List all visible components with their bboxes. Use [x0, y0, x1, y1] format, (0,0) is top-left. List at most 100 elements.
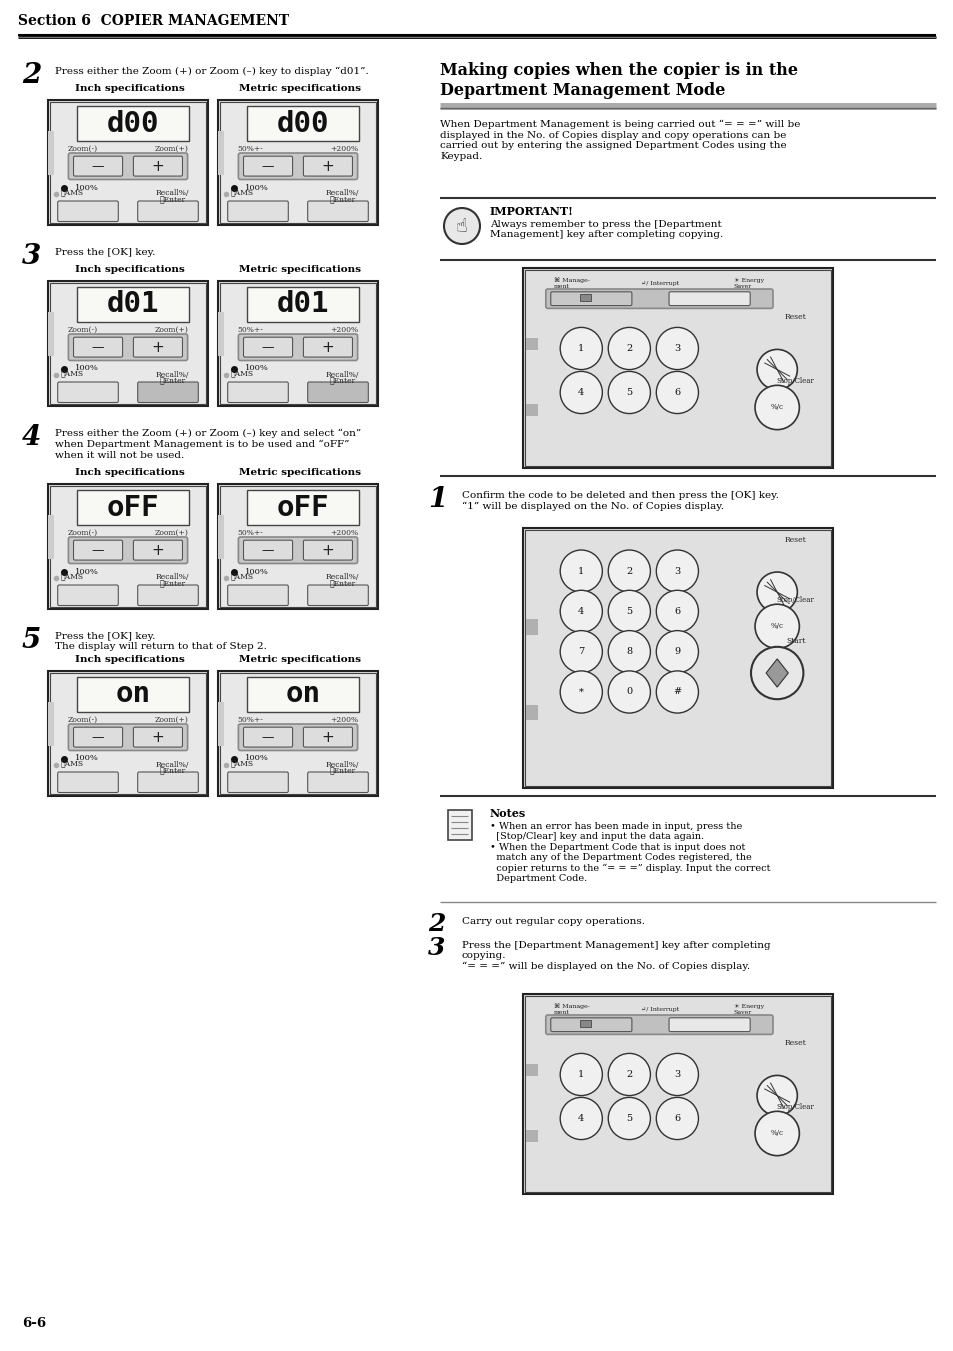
Text: 4: 4 — [578, 388, 584, 397]
Text: Press the [OK] key.
The display will return to that of Step 2.: Press the [OK] key. The display will ret… — [55, 632, 267, 651]
Text: Press the [Department Management] key after completing
copying.
“= = =” will be : Press the [Department Management] key af… — [461, 942, 770, 971]
Circle shape — [757, 350, 797, 389]
Text: 50%+-: 50%+- — [237, 326, 263, 334]
Text: 100%: 100% — [245, 365, 269, 373]
Text: 5: 5 — [625, 1115, 632, 1123]
Text: 50%+-: 50%+- — [237, 716, 263, 724]
FancyBboxPatch shape — [48, 484, 208, 609]
Text: 3: 3 — [674, 345, 679, 353]
Text: Zoom(+): Zoom(+) — [154, 145, 189, 153]
FancyBboxPatch shape — [303, 540, 352, 561]
Text: ☝: ☝ — [456, 216, 468, 235]
FancyBboxPatch shape — [525, 1065, 537, 1075]
Text: 1: 1 — [578, 566, 584, 576]
Text: 8: 8 — [625, 647, 632, 657]
Text: 3: 3 — [22, 243, 41, 270]
Circle shape — [656, 327, 698, 370]
Circle shape — [608, 671, 650, 713]
Circle shape — [559, 327, 601, 370]
Text: Zoom(+): Zoom(+) — [154, 326, 189, 334]
Text: Press either the Zoom (+) or Zoom (–) key to display “d01”.: Press either the Zoom (+) or Zoom (–) ke… — [55, 68, 369, 76]
Text: +: + — [152, 339, 164, 355]
FancyBboxPatch shape — [308, 585, 368, 605]
FancyBboxPatch shape — [73, 338, 122, 357]
FancyBboxPatch shape — [238, 724, 357, 751]
Text: ☒AMS: ☒AMS — [61, 370, 84, 378]
Text: Start: Start — [785, 636, 804, 644]
Text: Zoom(+): Zoom(+) — [154, 530, 189, 536]
FancyBboxPatch shape — [228, 201, 288, 222]
Text: Inch specifications: Inch specifications — [75, 265, 185, 274]
Text: 5: 5 — [625, 607, 632, 616]
FancyBboxPatch shape — [218, 100, 377, 226]
FancyBboxPatch shape — [668, 292, 749, 305]
FancyBboxPatch shape — [545, 289, 772, 308]
FancyBboxPatch shape — [137, 585, 198, 605]
Text: Stop/Clear: Stop/Clear — [776, 596, 814, 604]
FancyBboxPatch shape — [218, 312, 224, 357]
Text: 1: 1 — [428, 486, 447, 513]
Text: Carry out regular copy operations.: Carry out regular copy operations. — [461, 917, 644, 925]
FancyBboxPatch shape — [524, 530, 830, 786]
FancyBboxPatch shape — [218, 131, 224, 176]
Text: Zoom(-): Zoom(-) — [67, 145, 97, 153]
FancyBboxPatch shape — [303, 727, 352, 747]
FancyBboxPatch shape — [48, 312, 54, 357]
Circle shape — [559, 590, 601, 632]
FancyBboxPatch shape — [550, 292, 631, 305]
Text: Inch specifications: Inch specifications — [75, 84, 185, 93]
FancyBboxPatch shape — [77, 490, 189, 526]
Text: %/c: %/c — [770, 404, 782, 412]
Text: 6: 6 — [674, 1115, 679, 1123]
FancyBboxPatch shape — [228, 771, 288, 793]
FancyBboxPatch shape — [220, 486, 375, 607]
FancyBboxPatch shape — [238, 153, 357, 180]
FancyBboxPatch shape — [448, 811, 472, 840]
Circle shape — [757, 571, 797, 612]
Text: %/c: %/c — [770, 1129, 782, 1138]
Text: %/c: %/c — [770, 623, 782, 631]
FancyBboxPatch shape — [133, 540, 182, 561]
Circle shape — [754, 604, 799, 648]
FancyBboxPatch shape — [247, 105, 358, 141]
Text: Metric specifications: Metric specifications — [239, 655, 360, 663]
Text: Reset: Reset — [784, 1039, 806, 1047]
Text: Notes: Notes — [490, 808, 526, 819]
FancyBboxPatch shape — [218, 484, 377, 609]
Text: Press either the Zoom (+) or Zoom (–) key and select “on”
when Department Manage: Press either the Zoom (+) or Zoom (–) ke… — [55, 430, 361, 459]
Text: —: — — [91, 159, 104, 173]
FancyBboxPatch shape — [525, 338, 537, 350]
Text: ☒AMS: ☒AMS — [231, 761, 253, 769]
FancyBboxPatch shape — [550, 1017, 631, 1032]
FancyBboxPatch shape — [220, 101, 375, 223]
Text: Recall%/: Recall%/ — [326, 574, 359, 581]
Text: Zoom(-): Zoom(-) — [67, 326, 97, 334]
FancyBboxPatch shape — [525, 1129, 537, 1142]
FancyBboxPatch shape — [522, 528, 832, 788]
FancyBboxPatch shape — [228, 585, 288, 605]
FancyBboxPatch shape — [48, 515, 54, 559]
FancyBboxPatch shape — [308, 201, 368, 222]
Text: Section 6  COPIER MANAGEMENT: Section 6 COPIER MANAGEMENT — [18, 14, 289, 28]
Text: Reset: Reset — [784, 313, 806, 322]
Text: d00: d00 — [276, 109, 329, 138]
FancyBboxPatch shape — [243, 727, 293, 747]
Text: Press the [OK] key.: Press the [OK] key. — [55, 249, 155, 257]
FancyBboxPatch shape — [133, 157, 182, 176]
FancyBboxPatch shape — [228, 382, 288, 403]
Text: Zoom(-): Zoom(-) — [67, 530, 97, 536]
FancyBboxPatch shape — [525, 404, 537, 416]
FancyBboxPatch shape — [133, 727, 182, 747]
Text: 1: 1 — [578, 1070, 584, 1079]
Text: Metric specifications: Metric specifications — [239, 84, 360, 93]
Text: on: on — [285, 681, 320, 708]
Text: 6: 6 — [674, 388, 679, 397]
Text: ☒AMS: ☒AMS — [61, 761, 84, 769]
FancyBboxPatch shape — [308, 382, 368, 403]
Text: 7: 7 — [578, 647, 584, 657]
Text: Making copies when the copier is in the: Making copies when the copier is in the — [439, 62, 797, 78]
FancyBboxPatch shape — [48, 281, 208, 407]
Circle shape — [754, 385, 799, 430]
FancyBboxPatch shape — [303, 157, 352, 176]
Circle shape — [608, 372, 650, 413]
